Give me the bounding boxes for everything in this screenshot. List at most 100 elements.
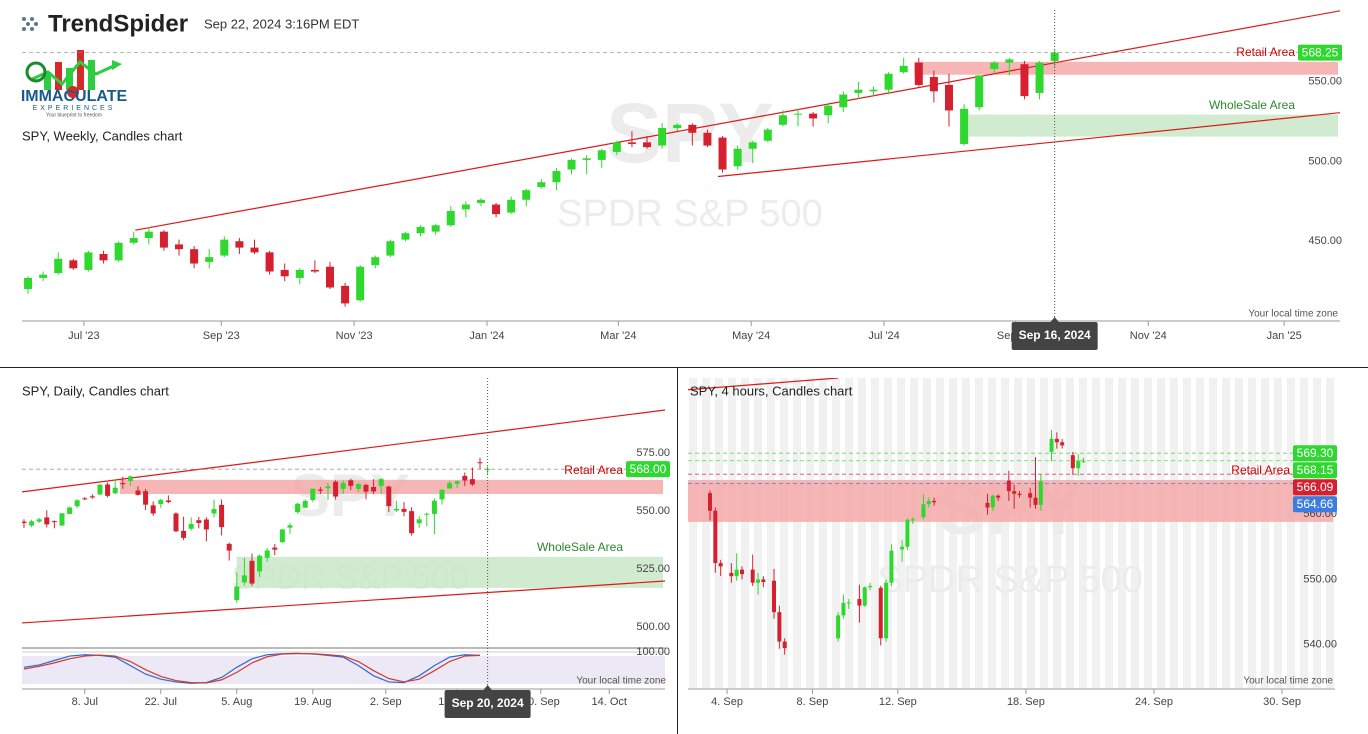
candle-body (1076, 460, 1081, 469)
candle-body (393, 508, 399, 511)
price-tag-label: 564.66 (1297, 497, 1334, 511)
x-tick-label: 5. Aug (221, 696, 252, 708)
candle-body (54, 258, 63, 274)
candle-body (597, 150, 606, 160)
candle-body (99, 253, 108, 261)
candle-body (1012, 491, 1017, 494)
candle-body (67, 507, 73, 514)
candle-body (582, 158, 591, 160)
candle-body (718, 137, 727, 170)
candle-body (878, 587, 883, 639)
candle-body (424, 513, 430, 515)
x-tick-label: 19. Aug (294, 696, 331, 708)
candle-body (522, 190, 531, 200)
x-tick-label: 8. Sep (797, 696, 829, 708)
candle-body (1020, 64, 1029, 97)
candle-body (750, 569, 755, 583)
candle-body (841, 602, 846, 616)
candle-body (378, 479, 384, 486)
candle-body (333, 481, 339, 497)
candle-body (355, 484, 361, 489)
candle-body (84, 252, 93, 270)
candle-body (990, 62, 999, 70)
candle-body (932, 500, 937, 503)
candle-body (612, 142, 621, 152)
candle-body (363, 484, 369, 492)
timezone-note: Your local time zone (576, 676, 666, 687)
candle-body (173, 513, 179, 532)
candle-body (447, 483, 453, 489)
candle-body (748, 142, 757, 149)
price-tag-label: 568.15 (1297, 463, 1334, 477)
candle-body (485, 469, 491, 471)
candle-body (707, 493, 712, 511)
candle-body (44, 517, 50, 525)
candle-body (658, 128, 667, 146)
candle-body (643, 142, 652, 148)
x-tick-label: Jan '25 (1267, 330, 1302, 342)
candle-body (477, 462, 483, 464)
y-tick-label: 550.00 (1308, 76, 1342, 88)
candle-body (310, 269, 319, 272)
candle-body (900, 546, 905, 550)
candle-body (899, 65, 908, 73)
indicator-tick-label: 100.00 (636, 646, 670, 658)
x-tick-label: 18. Sep (1007, 696, 1045, 708)
candle-body (1050, 52, 1059, 62)
candle-body (960, 108, 969, 144)
candle-body (492, 204, 501, 215)
price-tag (1293, 445, 1337, 462)
candle-body (341, 285, 350, 304)
candle-body (250, 247, 259, 253)
candle-body (1049, 438, 1054, 452)
candle-body (196, 520, 202, 523)
candle-body (777, 612, 782, 642)
candle-body (416, 226, 425, 234)
candle-body (74, 500, 80, 507)
candle-body (97, 484, 103, 495)
candle-body (756, 579, 761, 583)
candle-body (105, 484, 111, 496)
crosshair-label: Sep 16, 2024 (1019, 328, 1091, 342)
price-tag (1298, 44, 1342, 61)
x-tick-label: Mar '24 (600, 330, 636, 342)
candle-body (809, 113, 818, 119)
candle-body (926, 500, 931, 505)
candle-body (1005, 59, 1014, 63)
candle-body (782, 641, 787, 649)
timestamp: Sep 22, 2024 3:16PM EDT (204, 16, 359, 31)
candle-body (990, 495, 995, 508)
y-tick-label: 575.00 (636, 447, 670, 459)
brand: TrendSpider (48, 10, 188, 37)
candle-body (144, 231, 153, 239)
candle-body (265, 252, 274, 272)
candle-body (219, 504, 225, 528)
candle-body (69, 260, 78, 269)
candle-body (884, 73, 893, 90)
x-tick-label: Jul '23 (68, 330, 99, 342)
y-tick-label: 550.00 (1303, 573, 1337, 585)
candle-body (249, 560, 255, 584)
candle-body (205, 257, 214, 262)
candle-body (673, 124, 682, 129)
crosshair-box (444, 690, 531, 718)
candle-body (386, 486, 392, 507)
price-tag-label: 566.09 (1297, 480, 1334, 494)
watermark-symbol: SPY (606, 86, 774, 180)
candle-body (1038, 481, 1043, 505)
zone-label: WholeSale Area (1209, 98, 1295, 112)
zone (964, 114, 1338, 137)
trendline (688, 378, 839, 391)
y-tick-label: 540.00 (1303, 639, 1337, 651)
price-tag (626, 461, 670, 478)
candle-body (627, 142, 636, 144)
candle-body (1028, 493, 1033, 498)
candle-body (1070, 455, 1075, 469)
candle-body (567, 159, 576, 170)
candle-body (713, 510, 718, 564)
price-tag (1293, 479, 1337, 496)
